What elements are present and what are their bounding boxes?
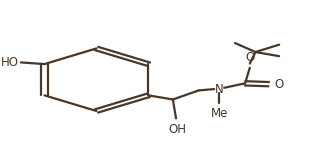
Text: O: O [245, 51, 254, 64]
Text: OH: OH [169, 123, 187, 135]
Text: N: N [215, 83, 224, 96]
Text: HO: HO [1, 56, 19, 69]
Text: O: O [275, 78, 284, 91]
Text: Me: Me [210, 107, 228, 120]
